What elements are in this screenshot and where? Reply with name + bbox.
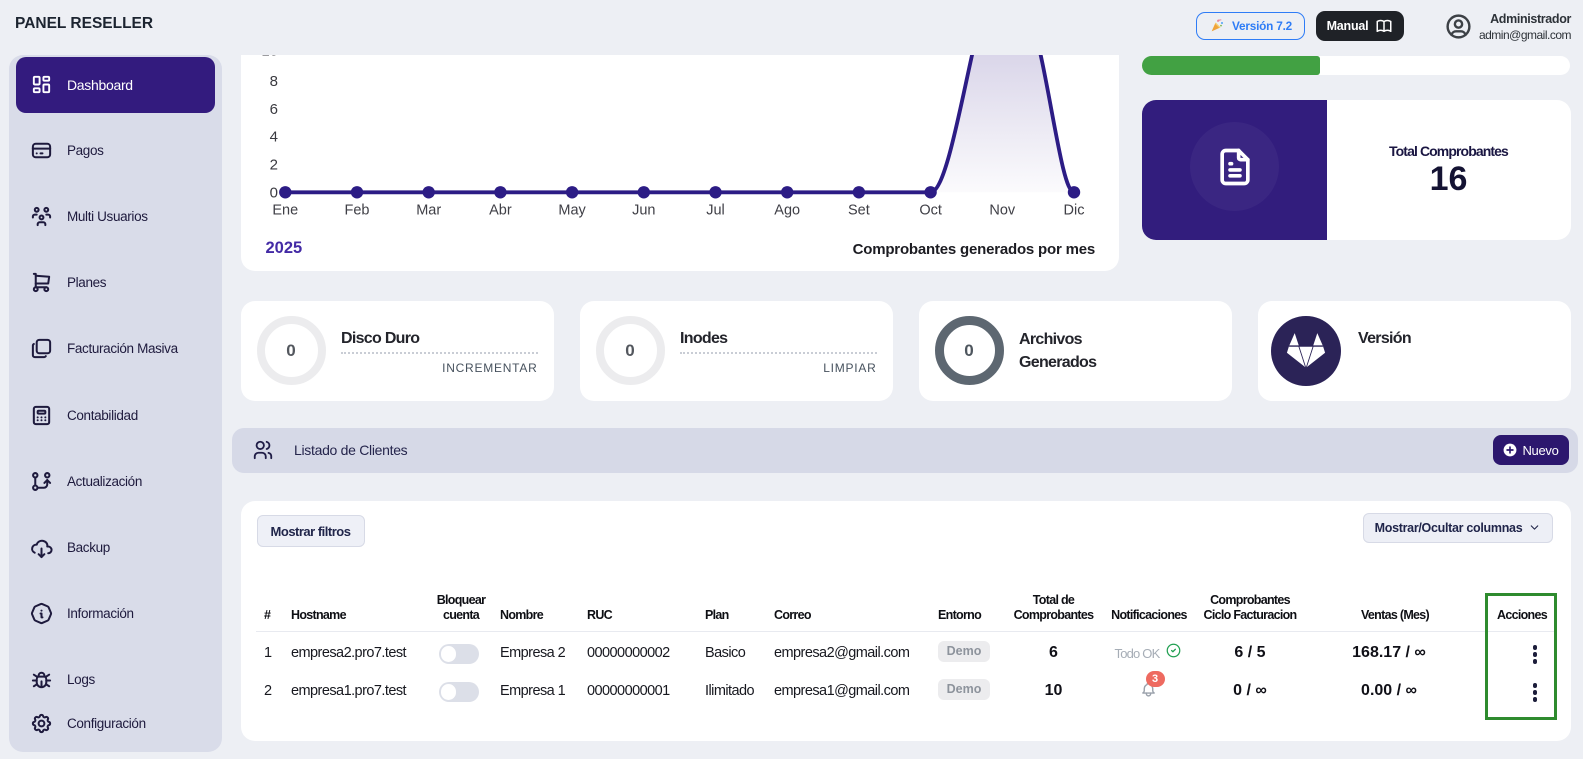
svg-text:8: 8 (269, 73, 277, 90)
svg-text:Set: Set (848, 203, 870, 219)
svg-text:Abr: Abr (489, 203, 512, 219)
svg-text:Jun: Jun (632, 203, 655, 219)
svg-text:Dic: Dic (1063, 203, 1084, 219)
svg-text:Oct: Oct (919, 203, 942, 219)
svg-text:Jul: Jul (706, 203, 725, 219)
svg-text:Feb: Feb (344, 203, 369, 219)
svg-text:Ago: Ago (774, 203, 800, 219)
svg-text:Mar: Mar (416, 203, 441, 219)
svg-text:May: May (558, 203, 586, 219)
svg-text:2: 2 (269, 157, 277, 174)
svg-text:Nov: Nov (989, 203, 1016, 219)
svg-text:4: 4 (269, 129, 277, 146)
svg-text:6: 6 (269, 101, 277, 118)
svg-text:Comprobantes generados por mes: Comprobantes generados por mes (852, 241, 1094, 258)
svg-text:0: 0 (269, 185, 277, 202)
svg-text:Ene: Ene (272, 203, 298, 219)
svg-text:2025: 2025 (265, 239, 302, 257)
